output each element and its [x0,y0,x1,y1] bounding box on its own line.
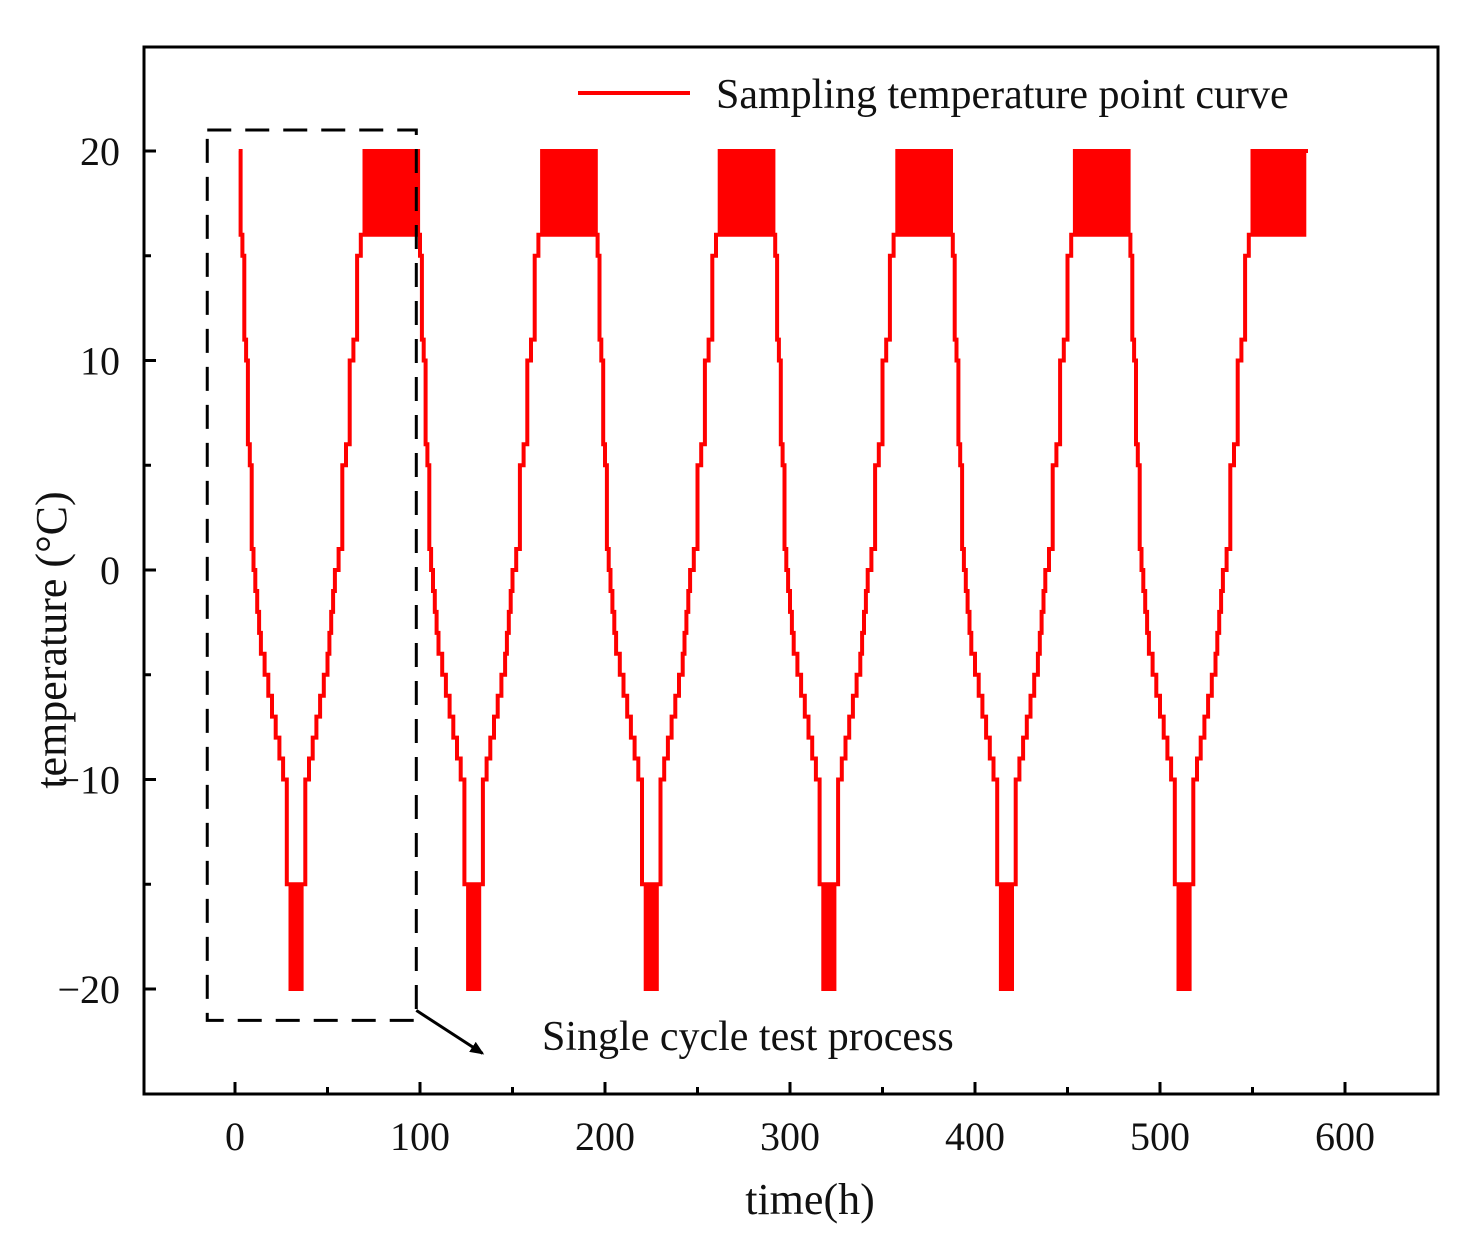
x-tick-label: 0 [225,1114,245,1159]
x-axis-ticks: 0 100 200 300 400 500 600 [225,1082,1375,1159]
x-tick-label: 600 [1315,1114,1375,1159]
series-layer [238,149,1308,991]
x-axis-title: time(h) [745,1175,875,1224]
y-tick-label: 10 [80,339,120,384]
series-line-0 [238,149,1308,991]
y-tick-label: −10 [57,758,120,803]
annotation-box [205,128,418,1022]
y-tick-label: −20 [57,967,120,1012]
x-tick-label: 300 [760,1114,820,1159]
x-tick-label: 500 [1130,1114,1190,1159]
x-tick-label: 200 [575,1114,635,1159]
y-tick-label: 20 [80,129,120,174]
y-axis-title: temperature (°C) [27,491,76,788]
y-tick-label: 0 [100,548,120,593]
legend-label: Sampling temperature point curve [716,72,1289,118]
annotation-text: Single cycle test process [542,1014,954,1060]
annotation-arrow [415,1009,485,1055]
x-tick-label: 100 [390,1114,450,1159]
y-axis-ticks: −20 −10 0 10 20 [57,129,156,1012]
x-tick-label: 400 [945,1114,1005,1159]
legend: Sampling temperature point curve [578,72,1289,118]
